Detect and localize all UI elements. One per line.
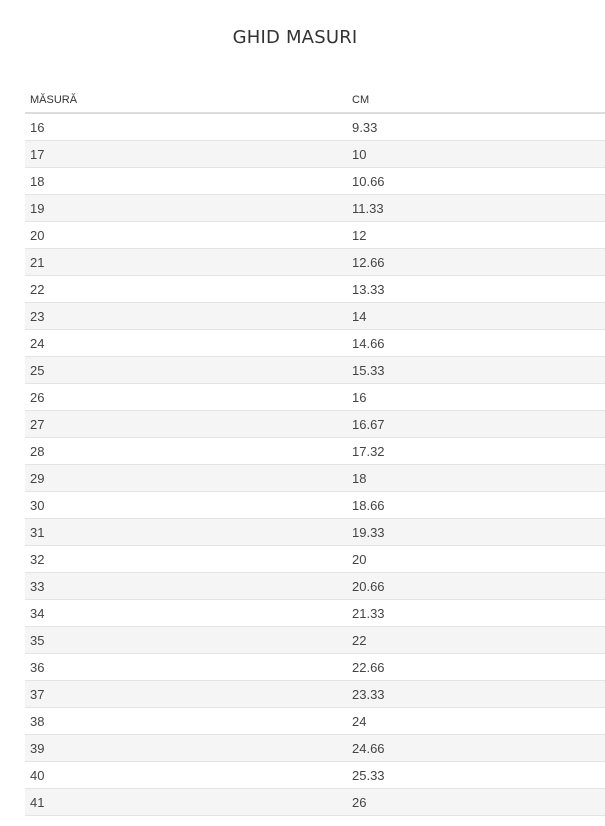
size-cell: 21 bbox=[25, 248, 347, 276]
column-header-cm: CM bbox=[347, 88, 605, 114]
size-cell: 25 bbox=[25, 356, 347, 384]
cm-cell: 12 bbox=[347, 221, 605, 249]
size-cell: 36 bbox=[25, 653, 347, 681]
table-row: 38 24 bbox=[25, 707, 605, 735]
size-cell: 19 bbox=[25, 194, 347, 222]
table-row: 32 20 bbox=[25, 545, 605, 573]
cm-cell: 26 bbox=[347, 788, 605, 816]
cm-cell: 18.66 bbox=[347, 491, 605, 519]
cm-cell: 20.66 bbox=[347, 572, 605, 600]
table-row: 22 13.33 bbox=[25, 275, 605, 303]
table-row: 26 16 bbox=[25, 383, 605, 411]
table-header-row: MĂSURĂ CM bbox=[25, 88, 605, 114]
cm-cell: 18 bbox=[347, 464, 605, 492]
table-row: 36 22.66 bbox=[25, 653, 605, 681]
table-row: 37 23.33 bbox=[25, 680, 605, 708]
table-row: 29 18 bbox=[25, 464, 605, 492]
size-guide-table: MĂSURĂ CM 16 9.33 17 10 18 10.66 19 11.33 20 12 21… bbox=[25, 88, 605, 816]
size-cell: 40 bbox=[25, 761, 347, 789]
cm-cell: 17.32 bbox=[347, 437, 605, 465]
table-row: 21 12.66 bbox=[25, 248, 605, 276]
cm-cell: 16 bbox=[347, 383, 605, 411]
cm-cell: 14.66 bbox=[347, 329, 605, 357]
cm-cell: 16.67 bbox=[347, 410, 605, 438]
table-row: 41 26 bbox=[25, 788, 605, 816]
cm-cell: 22.66 bbox=[347, 653, 605, 681]
size-cell: 18 bbox=[25, 167, 347, 195]
cm-cell: 24 bbox=[347, 707, 605, 735]
table-row: 23 14 bbox=[25, 302, 605, 330]
size-cell: 41 bbox=[25, 788, 347, 816]
size-cell: 28 bbox=[25, 437, 347, 465]
table-row: 33 20.66 bbox=[25, 572, 605, 600]
size-cell: 17 bbox=[25, 140, 347, 168]
table-row: 34 21.33 bbox=[25, 599, 605, 627]
cm-cell: 25.33 bbox=[347, 761, 605, 789]
cm-cell: 20 bbox=[347, 545, 605, 573]
table-row: 28 17.32 bbox=[25, 437, 605, 465]
table-row: 39 24.66 bbox=[25, 734, 605, 762]
size-cell: 37 bbox=[25, 680, 347, 708]
size-cell: 29 bbox=[25, 464, 347, 492]
size-cell: 23 bbox=[25, 302, 347, 330]
cm-cell: 23.33 bbox=[347, 680, 605, 708]
size-cell: 31 bbox=[25, 518, 347, 546]
column-header-size: MĂSURĂ bbox=[25, 88, 347, 114]
cm-cell: 14 bbox=[347, 302, 605, 330]
cm-cell: 15.33 bbox=[347, 356, 605, 384]
size-cell: 39 bbox=[25, 734, 347, 762]
cm-cell: 9.33 bbox=[347, 113, 605, 141]
size-cell: 38 bbox=[25, 707, 347, 735]
size-cell: 24 bbox=[25, 329, 347, 357]
table-row: 19 11.33 bbox=[25, 194, 605, 222]
table-row: 24 14.66 bbox=[25, 329, 605, 357]
table-row: 35 22 bbox=[25, 626, 605, 654]
table-row: 30 18.66 bbox=[25, 491, 605, 519]
size-cell: 16 bbox=[25, 113, 347, 141]
cm-cell: 10 bbox=[347, 140, 605, 168]
table-row: 16 9.33 bbox=[25, 113, 605, 141]
cm-cell: 12.66 bbox=[347, 248, 605, 276]
table-row: 20 12 bbox=[25, 221, 605, 249]
page-title: GHID MASURI bbox=[232, 27, 358, 48]
size-cell: 20 bbox=[25, 221, 347, 249]
cm-cell: 13.33 bbox=[347, 275, 605, 303]
table-row: 40 25.33 bbox=[25, 761, 605, 789]
cm-cell: 24.66 bbox=[347, 734, 605, 762]
table-row: 25 15.33 bbox=[25, 356, 605, 384]
cm-cell: 19.33 bbox=[347, 518, 605, 546]
size-cell: 22 bbox=[25, 275, 347, 303]
size-cell: 26 bbox=[25, 383, 347, 411]
table-row: 31 19.33 bbox=[25, 518, 605, 546]
cm-cell: 22 bbox=[347, 626, 605, 654]
size-cell: 27 bbox=[25, 410, 347, 438]
size-cell: 34 bbox=[25, 599, 347, 627]
table-row: 27 16.67 bbox=[25, 410, 605, 438]
table-row: 17 10 bbox=[25, 140, 605, 168]
table-row: 18 10.66 bbox=[25, 167, 605, 195]
size-cell: 32 bbox=[25, 545, 347, 573]
size-cell: 35 bbox=[25, 626, 347, 654]
size-cell: 30 bbox=[25, 491, 347, 519]
cm-cell: 11.33 bbox=[347, 194, 605, 222]
size-cell: 33 bbox=[25, 572, 347, 600]
cm-cell: 21.33 bbox=[347, 599, 605, 627]
cm-cell: 10.66 bbox=[347, 167, 605, 195]
